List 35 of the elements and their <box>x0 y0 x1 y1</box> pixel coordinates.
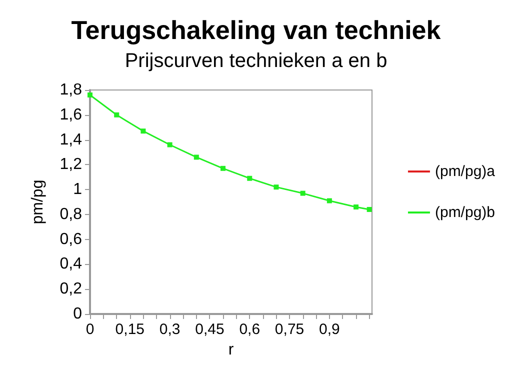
point <box>167 142 172 148</box>
point <box>114 112 120 118</box>
point <box>140 128 146 134</box>
legend-label: (pm/pg)b <box>434 204 496 221</box>
x-tick-label: 0,15 <box>115 321 145 338</box>
chart-subtitle: Prijscurven technieken a en b <box>124 50 388 72</box>
x-tick-label: 0,6 <box>239 321 260 338</box>
y-tick-label: 1 <box>73 181 82 198</box>
x-tick-label: 0,9 <box>319 321 340 338</box>
y-tick-label: 0 <box>73 306 82 322</box>
y-axis-title: pm/pg <box>30 180 46 224</box>
point <box>247 176 252 181</box>
y-tick-label: 1,6 <box>60 106 82 124</box>
point <box>366 206 372 212</box>
y-tick-label: 0,2 <box>60 280 82 298</box>
x-tick-label: 0,45 <box>195 321 224 338</box>
y-tick-label: 0,8 <box>60 206 82 223</box>
point <box>88 92 92 98</box>
point <box>194 154 199 160</box>
y-tick-label: 0,4 <box>60 256 82 273</box>
x-tick-label: 0,3 <box>159 321 180 338</box>
y-tick-label: 0,6 <box>60 230 82 248</box>
point <box>220 166 226 171</box>
x-tick-label: 0,75 <box>274 321 304 338</box>
x-tick-label: 0 <box>86 321 94 338</box>
chart-title: Terugschakeling van techniek <box>71 15 442 45</box>
point <box>300 190 306 196</box>
x-axis-title: r <box>228 342 234 358</box>
point <box>326 198 332 204</box>
y-tick-label: 1,4 <box>60 131 82 148</box>
legend-label: (pm/pg)a <box>434 163 496 180</box>
point <box>274 184 279 190</box>
y-tick-label: 1,2 <box>60 156 82 174</box>
y-tick-label: 1,8 <box>60 82 82 98</box>
point <box>354 204 359 210</box>
